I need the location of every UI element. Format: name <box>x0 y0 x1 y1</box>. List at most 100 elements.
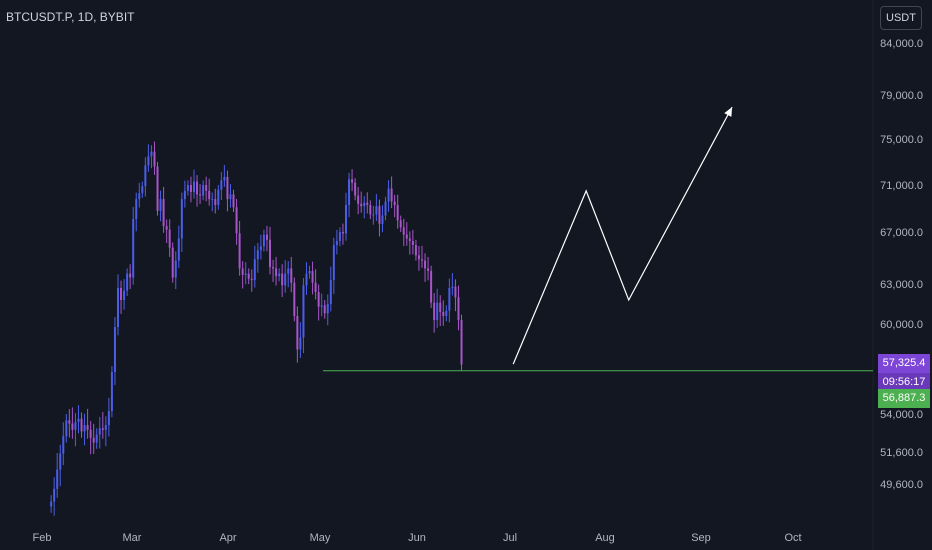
candle-body <box>71 423 74 430</box>
candle-body <box>120 288 123 300</box>
time-tick-label: Sep <box>691 532 711 544</box>
candle-body <box>354 182 357 196</box>
candle-body <box>399 220 402 228</box>
candle-body <box>396 204 399 221</box>
candle-body <box>402 227 405 235</box>
candle-body <box>317 292 320 307</box>
time-tick-label: Oct <box>784 532 801 544</box>
countdown-tag: 09:56:17 <box>878 373 930 391</box>
last-price-tag: 57,325.4 <box>878 354 930 373</box>
candle-body <box>62 436 65 454</box>
candle-body <box>417 255 420 260</box>
candle-body <box>284 273 287 286</box>
candle-body <box>211 199 214 201</box>
candle-body <box>162 199 165 227</box>
candle-body <box>126 273 129 291</box>
candle-body <box>308 271 311 274</box>
candle-body <box>433 302 436 320</box>
candle-body <box>387 188 390 202</box>
candle-body <box>278 273 281 277</box>
price-tick-label: 54,000.0 <box>880 409 923 421</box>
candle-body <box>326 304 329 314</box>
candle-body <box>408 238 411 242</box>
candle-body <box>235 207 238 234</box>
candle-body <box>135 199 138 220</box>
candle-body <box>77 418 80 422</box>
candle-body <box>305 273 308 286</box>
candle-body <box>159 199 162 211</box>
candle-body <box>168 229 171 248</box>
candle-body <box>335 241 338 245</box>
candle-body <box>253 259 256 281</box>
candle-body <box>384 201 387 216</box>
candle-body <box>372 214 375 216</box>
symbol-title: BTCUSDT.P, 1D, BYBIT <box>6 10 135 24</box>
candle-body <box>113 327 116 372</box>
candle-body <box>165 226 168 230</box>
time-axis[interactable]: Feb Mar Apr May Jun Jul Aug Sep Oct <box>33 532 802 544</box>
candle-body <box>53 488 56 502</box>
candle-body <box>129 273 132 278</box>
candle-body <box>98 428 101 435</box>
candle-body <box>366 202 369 205</box>
candle-body <box>89 429 92 438</box>
candle-body <box>442 312 445 316</box>
candle-body <box>314 282 317 292</box>
candle-body <box>265 234 268 240</box>
candle-body <box>281 273 284 286</box>
candle-body <box>405 234 408 239</box>
candle-body <box>65 420 68 437</box>
candle-body <box>141 186 144 194</box>
candle-body <box>272 267 275 269</box>
candle-body <box>183 190 186 200</box>
price-axis[interactable]: 84,000.0 79,000.0 75,000.0 71,000.0 67,000.0… <box>880 38 923 491</box>
price-tick-label: 60,000.0 <box>880 319 923 331</box>
currency-button[interactable]: USDT <box>880 6 922 30</box>
candle-body <box>287 268 290 274</box>
candle-body <box>147 156 150 166</box>
candle-body <box>436 302 439 320</box>
candle-body <box>107 411 110 426</box>
candle-body <box>311 271 314 283</box>
candle-body <box>123 290 126 300</box>
candle-body <box>454 286 457 298</box>
price-tick-label: 71,000.0 <box>880 180 923 192</box>
time-tick-label: May <box>310 532 331 544</box>
candle-body <box>302 285 305 338</box>
candle-body <box>351 179 354 183</box>
candle-body <box>299 337 302 350</box>
candle-body <box>232 194 235 208</box>
candle-body <box>320 305 323 307</box>
candle-body <box>375 206 378 215</box>
candle-body <box>74 421 77 430</box>
candle-body <box>202 185 205 196</box>
candle-body <box>460 320 463 365</box>
candle-body <box>421 259 423 261</box>
candle-body <box>393 201 396 205</box>
candle-body <box>150 151 153 157</box>
price-tick-label: 63,000.0 <box>880 279 923 291</box>
candle-body <box>256 250 259 260</box>
candle-body <box>199 194 202 196</box>
candle-body <box>196 181 199 195</box>
candle-body <box>180 199 183 239</box>
candle-body <box>144 165 147 187</box>
candle-body <box>104 425 107 430</box>
candle-body <box>427 268 430 271</box>
candle-body <box>226 176 229 200</box>
candle-body <box>171 247 174 278</box>
candle-body <box>189 185 192 193</box>
candle-body <box>156 166 159 211</box>
candle-body <box>110 372 113 411</box>
candle-body <box>296 316 299 350</box>
candle-body <box>369 204 372 215</box>
candle-body <box>332 245 335 281</box>
price-tick-label: 49,600.0 <box>880 479 923 491</box>
candle-body <box>439 302 442 312</box>
projection-arrow-path[interactable] <box>512 106 733 365</box>
candle-body <box>341 232 344 234</box>
candle-body <box>262 234 265 247</box>
candle-body <box>50 501 53 507</box>
candle-body <box>241 268 244 275</box>
